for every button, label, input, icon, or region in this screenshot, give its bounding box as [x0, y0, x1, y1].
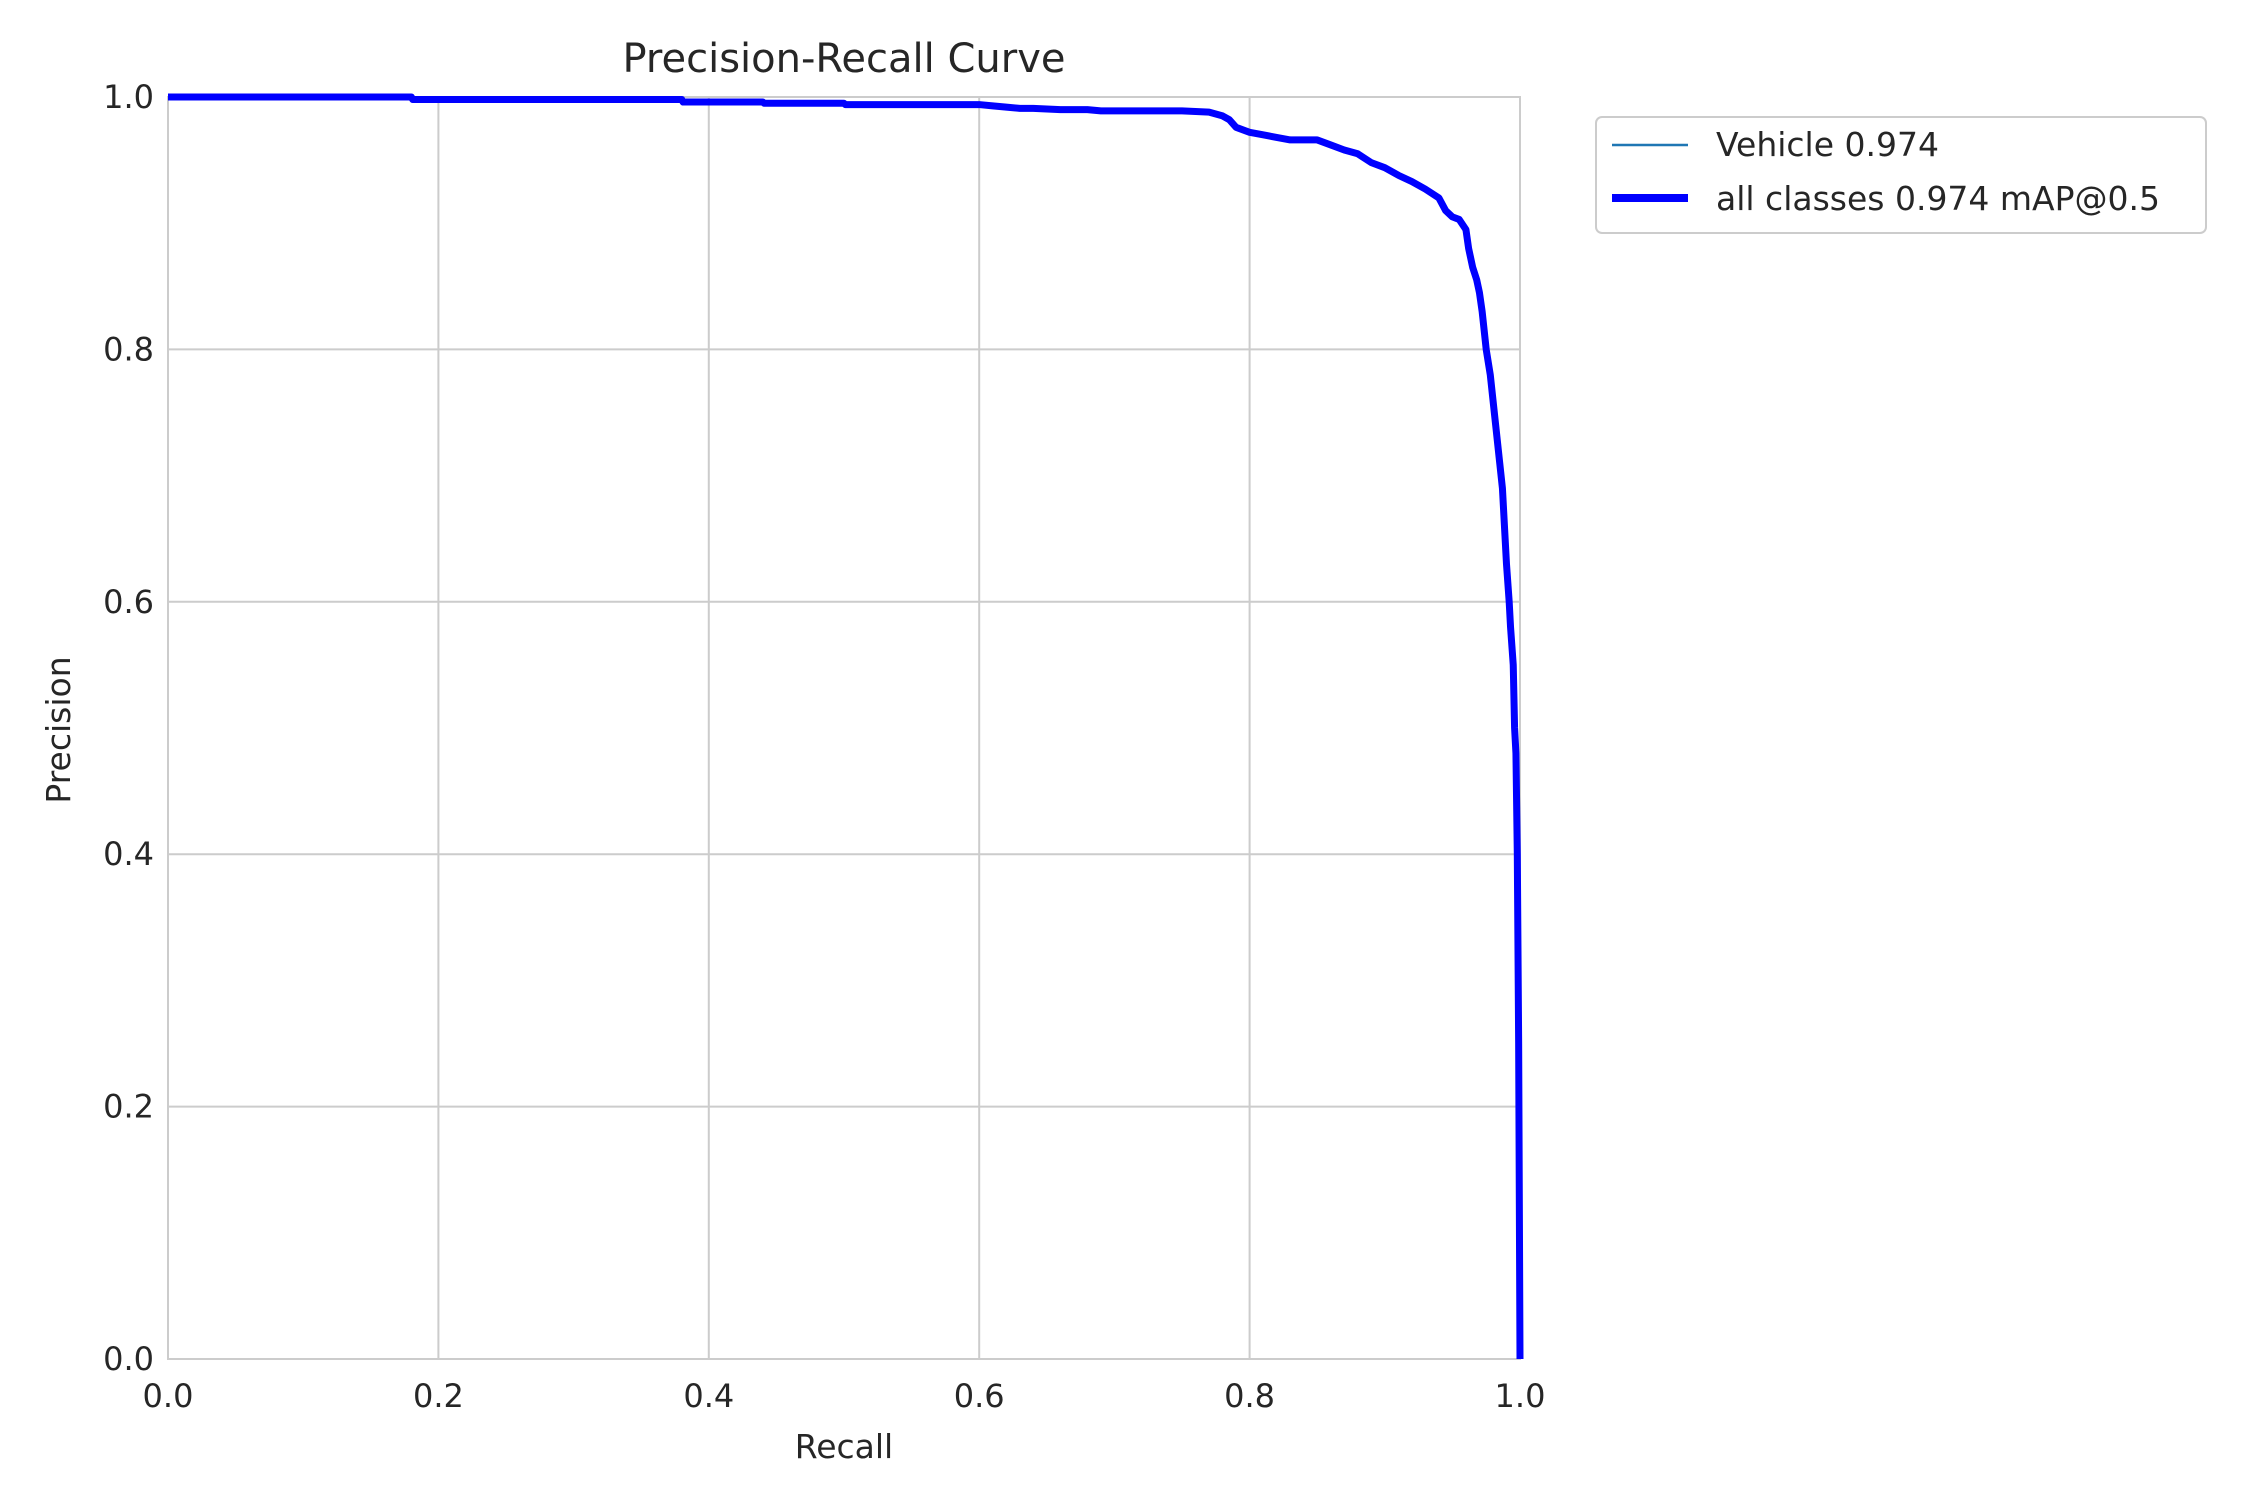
x-tick-labels: 0.0 0.2 0.4 0.6 0.8 1.0 [143, 1377, 1546, 1415]
x-tick-label: 1.0 [1495, 1377, 1546, 1415]
plot-frame [167, 96, 1521, 1360]
x-tick-label: 0.4 [683, 1377, 734, 1415]
y-tick-label: 0.0 [103, 1340, 154, 1378]
series-lines [168, 93, 1524, 1360]
series-line-all-classes [168, 93, 1524, 1360]
y-tick-label: 0.4 [103, 835, 154, 873]
x-tick-label: 0.0 [143, 1377, 194, 1415]
legend: Vehicle 0.974 all classes 0.974 mAP@0.5 [1595, 116, 2207, 234]
y-tick-label: 1.0 [103, 78, 154, 116]
x-tick-label: 0.6 [954, 1377, 1005, 1415]
y-tick-label: 0.2 [103, 1088, 154, 1126]
x-tick-label: 0.8 [1224, 1377, 1275, 1415]
legend-label-all-classes: all classes 0.974 mAP@0.5 [1716, 179, 2160, 218]
legend-label-vehicle: Vehicle 0.974 [1716, 125, 1939, 164]
x-tick-label: 0.2 [413, 1377, 464, 1415]
y-tick-labels: 0.0 0.2 0.4 0.6 0.8 1.0 [103, 78, 154, 1378]
y-axis-label: Precision [39, 656, 78, 803]
chart-title: Precision-Recall Curve [623, 36, 1066, 82]
plot-area [168, 97, 1520, 1359]
x-axis-label: Recall [795, 1427, 893, 1466]
y-tick-label: 0.6 [103, 583, 154, 621]
legend-frame [1595, 116, 2207, 234]
y-tick-label: 0.8 [103, 330, 154, 368]
